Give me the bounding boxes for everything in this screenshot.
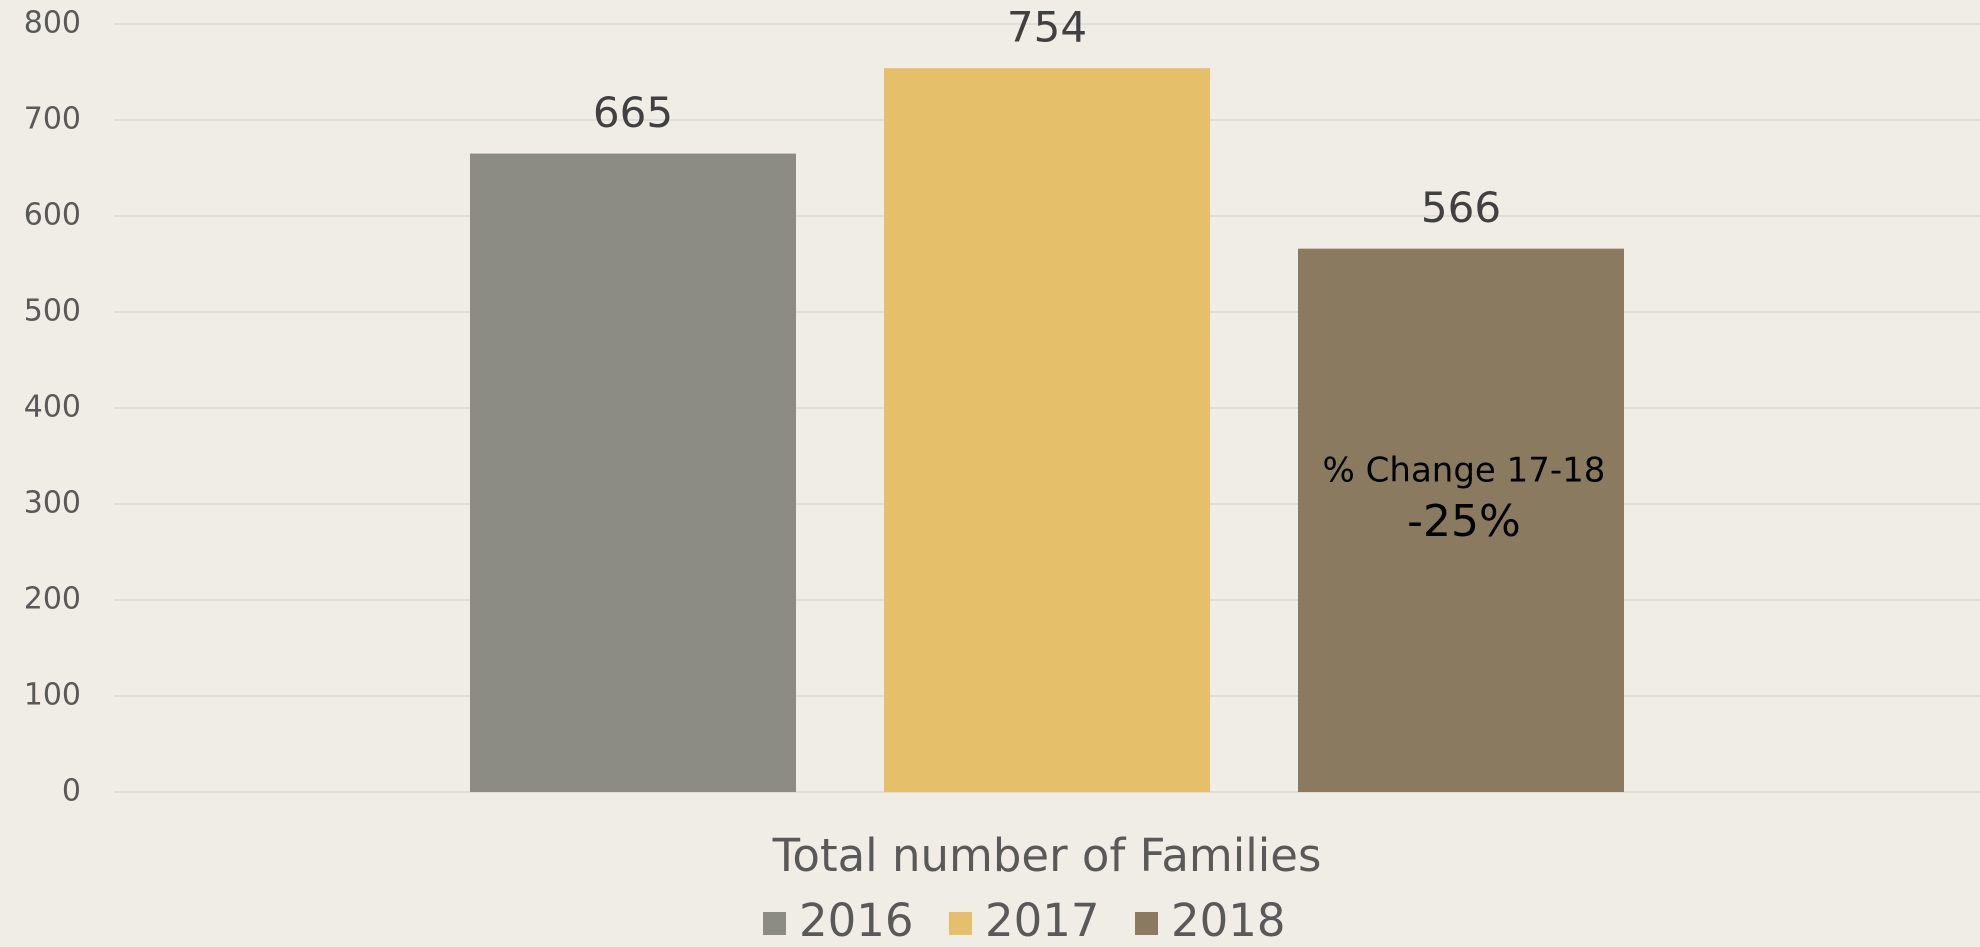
- legend-swatch: [949, 912, 972, 935]
- y-tick-label: 500: [24, 294, 81, 329]
- legend-label: 2018: [1171, 894, 1286, 947]
- legend-swatch: [1135, 912, 1158, 935]
- y-tick-label: 100: [24, 678, 81, 713]
- annotation-value: -25%: [1407, 496, 1521, 547]
- data-label: 665: [593, 88, 673, 137]
- y-tick-label: 600: [24, 198, 81, 233]
- bar: [1298, 248, 1624, 792]
- legend-swatch: [763, 912, 786, 935]
- legend-label: 2016: [799, 894, 914, 947]
- annotation-title: % Change 17-18: [1323, 451, 1606, 491]
- legend-label: 2017: [985, 894, 1100, 947]
- bar: [884, 68, 1210, 792]
- y-tick-label: 700: [24, 102, 81, 137]
- y-tick-label: 200: [24, 582, 81, 617]
- y-tick-label: 0: [62, 774, 81, 809]
- y-tick-label: 300: [24, 486, 81, 521]
- data-label: 754: [1007, 3, 1087, 52]
- data-label: 566: [1421, 183, 1501, 232]
- bar: [470, 153, 796, 793]
- y-tick-label: 400: [24, 390, 81, 425]
- x-tick-label: Total number of Families: [772, 829, 1322, 882]
- y-tick-label: 800: [24, 6, 81, 41]
